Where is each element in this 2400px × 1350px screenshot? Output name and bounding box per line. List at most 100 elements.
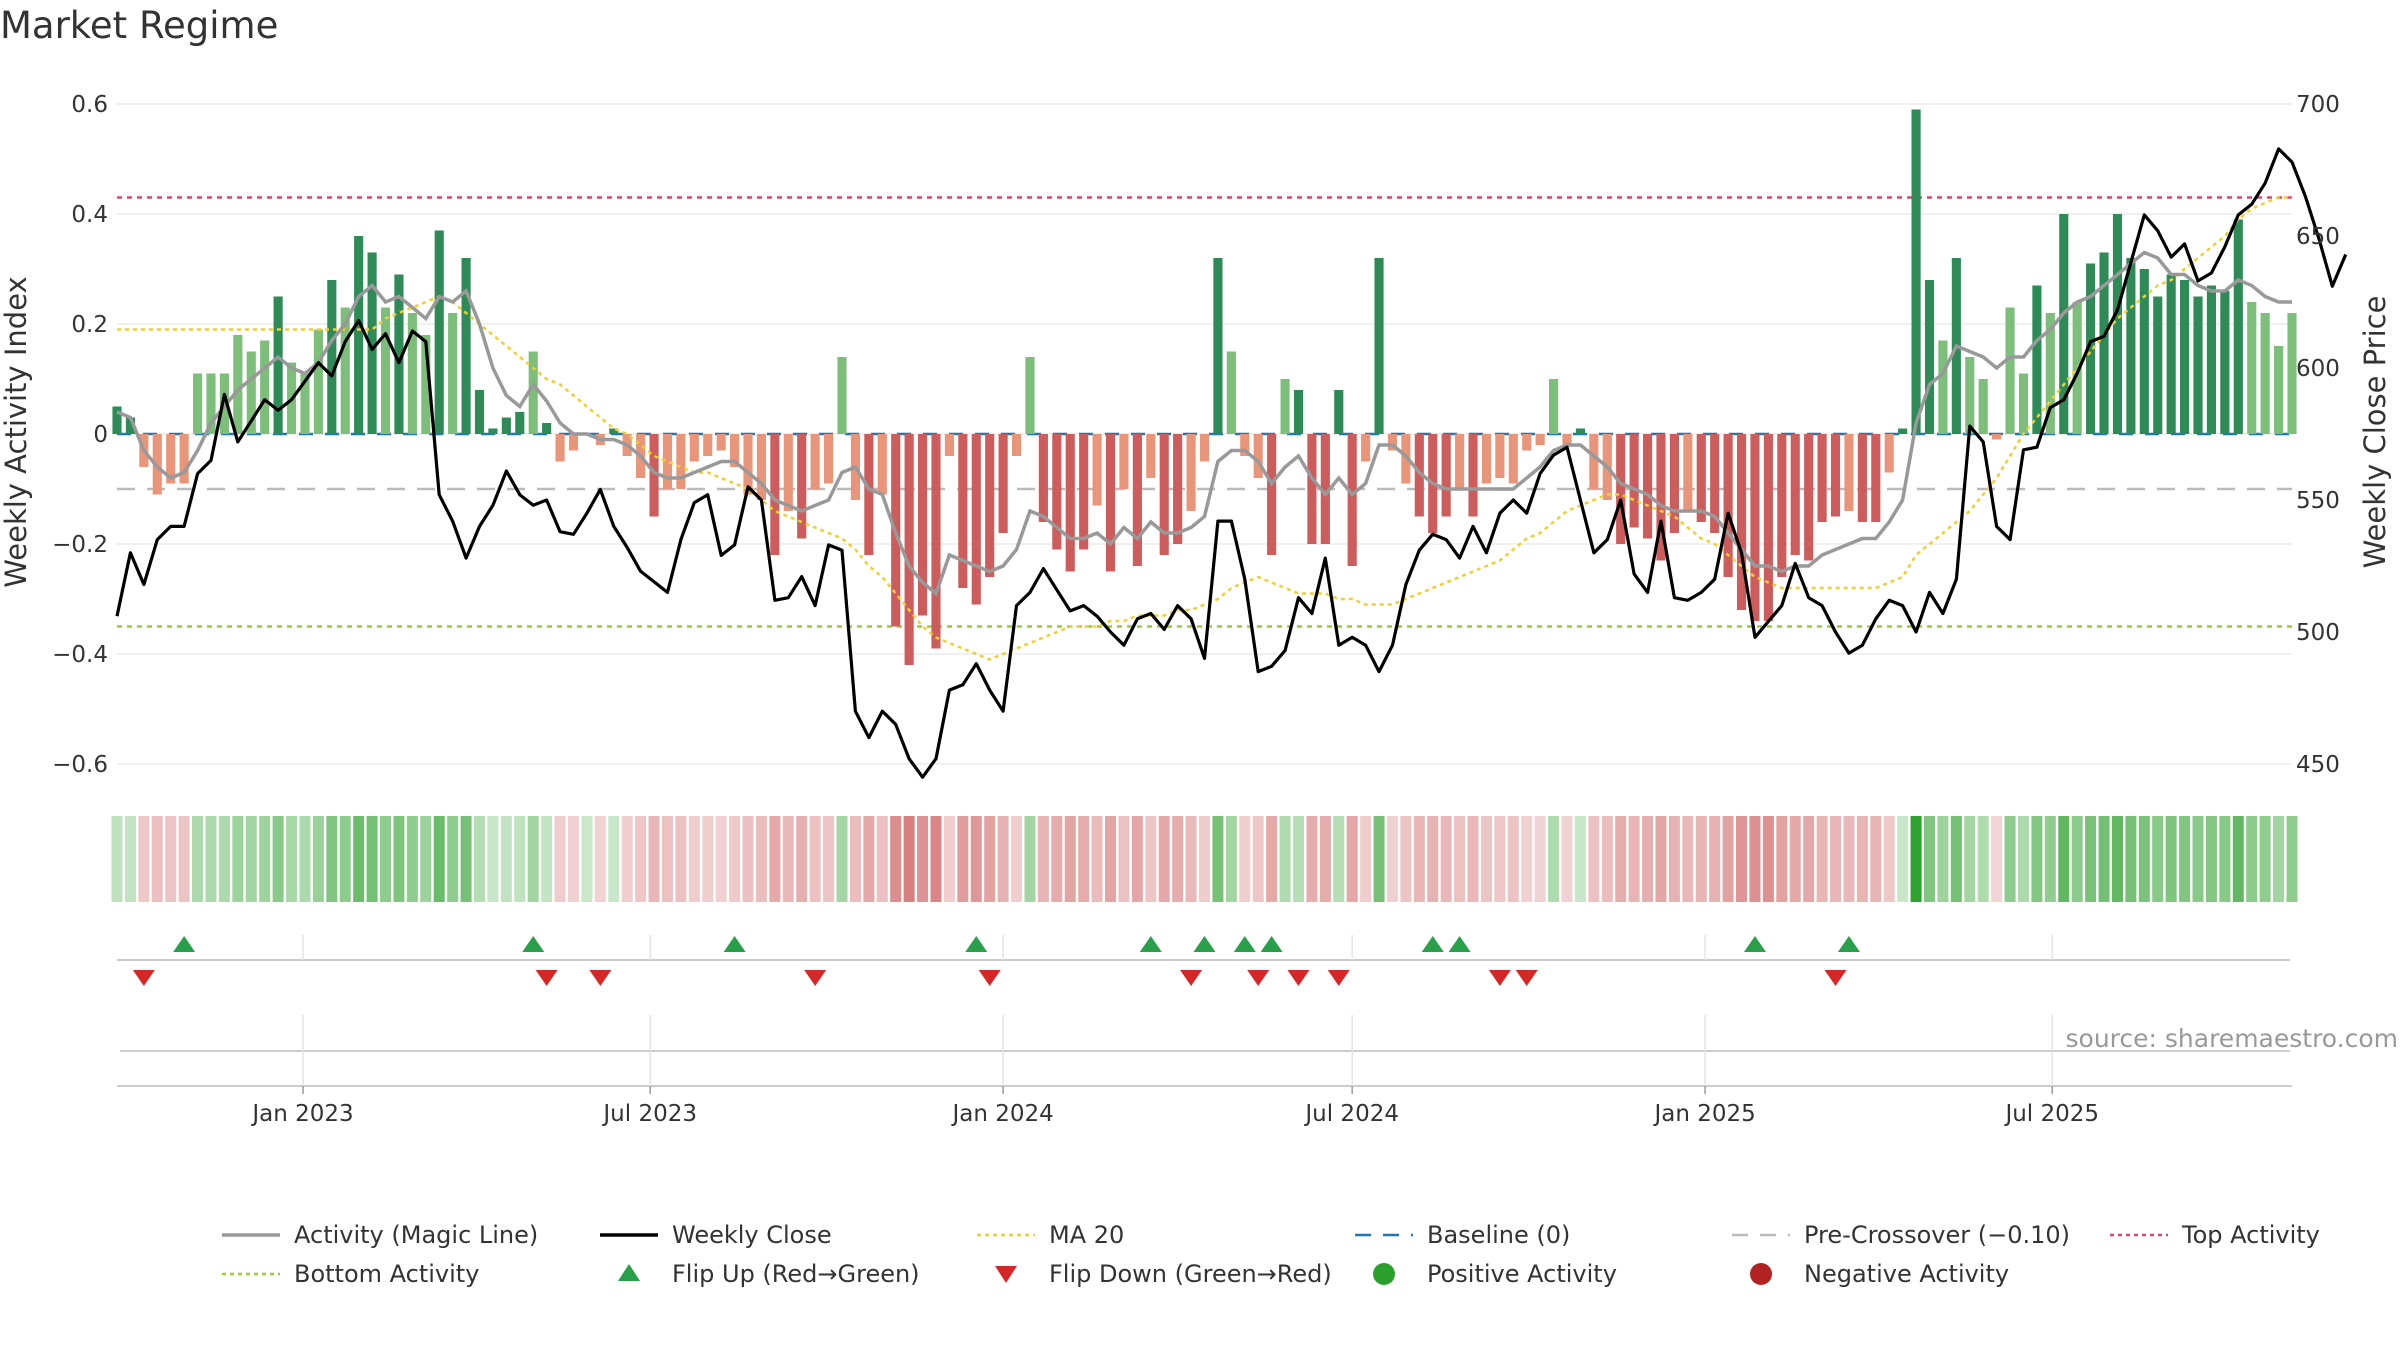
x-axis: Jan 2023 Jul 2023 Jan 2024 Jul 2024 Jan 2025… xyxy=(117,935,2292,1127)
regime-cell xyxy=(1400,816,1412,902)
regime-cell xyxy=(2031,816,2043,902)
activity-bar xyxy=(1750,434,1760,621)
regime-cell xyxy=(1749,816,1761,902)
legend-label: Positive Activity xyxy=(1427,1260,1617,1288)
regime-cell xyxy=(1762,816,1774,902)
regime-cell xyxy=(1534,816,1546,902)
activity-bar xyxy=(474,390,485,434)
regime-cell xyxy=(917,816,929,902)
legend-item: Bottom Activity xyxy=(222,1260,479,1288)
regime-cell xyxy=(1507,816,1519,902)
activity-bar xyxy=(407,313,417,434)
flip-up-marker xyxy=(1743,936,1766,952)
regime-cell xyxy=(2058,816,2070,902)
x-tick-label: Jul 2023 xyxy=(601,1101,697,1127)
legend-swatch xyxy=(1750,1263,1772,1285)
activity-bar xyxy=(2126,258,2136,434)
regime-cell xyxy=(715,816,727,902)
legend-item: Flip Up (Red→Green) xyxy=(618,1260,920,1288)
regime-cell xyxy=(621,816,633,902)
activity-bar xyxy=(904,434,914,665)
regime-cell xyxy=(648,816,660,902)
regime-cell xyxy=(1615,816,1627,902)
regime-cell xyxy=(205,816,217,902)
regime-cell xyxy=(1225,816,1237,902)
activity-bar xyxy=(1334,390,1344,434)
activity-bar xyxy=(810,434,820,489)
legend-label: Baseline (0) xyxy=(1427,1221,1570,1249)
flip-up-marker xyxy=(1421,936,1444,952)
regime-cell xyxy=(1668,816,1680,902)
activity-bar xyxy=(2072,302,2082,434)
regime-cell xyxy=(1574,816,1586,902)
legend-item: Top Activity xyxy=(2110,1221,2320,1249)
activity-bar xyxy=(931,434,941,649)
legend-label: Pre-Crossover (−0.10) xyxy=(1804,1221,2070,1249)
activity-bar xyxy=(1669,434,1679,533)
regime-cell xyxy=(1279,816,1291,902)
y-axis-label-right: Weekly Close Price xyxy=(2358,296,2392,569)
regime-cell xyxy=(514,816,526,902)
activity-bar xyxy=(2005,307,2015,434)
activity-bar xyxy=(1025,357,1035,434)
regime-cell xyxy=(957,816,969,902)
regime-cell xyxy=(527,816,539,902)
regime-cell xyxy=(567,816,579,902)
regime-cell xyxy=(1413,816,1425,902)
regime-cell xyxy=(1440,816,1452,902)
activity-bar xyxy=(1616,434,1626,544)
regime-cell xyxy=(594,816,606,902)
y-tick-left: 0.2 xyxy=(71,312,108,338)
activity-bar xyxy=(1495,434,1505,478)
regime-cell xyxy=(326,816,338,902)
activity-bar xyxy=(716,434,726,451)
activity-bar xyxy=(501,417,511,434)
legend-swatch xyxy=(1373,1263,1395,1285)
activity-bar xyxy=(649,434,659,517)
activity-bars xyxy=(112,109,2297,665)
legend-item: Pre-Crossover (−0.10) xyxy=(1732,1221,2070,1249)
activity-bar xyxy=(1535,434,1545,445)
flip-up-marker xyxy=(1837,936,1860,952)
series-lines xyxy=(115,147,2348,779)
activity-bar xyxy=(2032,285,2042,434)
regime-cell xyxy=(433,816,445,902)
regime-cell xyxy=(138,816,150,902)
x-tick-label: Jan 2025 xyxy=(1652,1101,1755,1127)
regime-cell xyxy=(2165,816,2177,902)
regime-cell xyxy=(286,816,298,902)
activity-bar xyxy=(1857,434,1867,522)
regime-cell xyxy=(1561,816,1573,902)
regime-cell xyxy=(755,816,767,902)
legend-label: Activity (Magic Line) xyxy=(294,1221,538,1249)
activity-bar xyxy=(1347,434,1357,566)
regime-cell xyxy=(1588,816,1600,902)
activity-bar xyxy=(971,434,981,605)
activity-bar xyxy=(313,329,323,434)
legend-item: MA 20 xyxy=(977,1221,1124,1249)
regime-cell xyxy=(192,816,204,902)
regime-cell xyxy=(2286,816,2298,902)
y-tick-right: 500 xyxy=(2296,620,2340,646)
regime-cell xyxy=(312,816,324,902)
activity-bar xyxy=(2274,346,2284,434)
activity-bar xyxy=(1844,434,1854,511)
flip-up-marker xyxy=(173,936,196,952)
regime-cell xyxy=(903,816,915,902)
activity-bar xyxy=(958,434,968,588)
regime-cell xyxy=(1306,816,1318,902)
activity-bar xyxy=(354,236,364,434)
activity-bar xyxy=(1011,434,1022,456)
activity-bar xyxy=(2018,373,2029,434)
regime-cell xyxy=(1991,816,2003,902)
regime-cell xyxy=(1548,816,1560,902)
regime-cell xyxy=(2205,816,2217,902)
regime-cell xyxy=(299,816,311,902)
regime-cell xyxy=(2071,816,2083,902)
regime-cell xyxy=(1078,816,1090,902)
activity-bar xyxy=(1173,434,1183,544)
regime-cell xyxy=(339,816,351,902)
regime-cell xyxy=(272,816,284,902)
regime-cell xyxy=(997,816,1009,902)
